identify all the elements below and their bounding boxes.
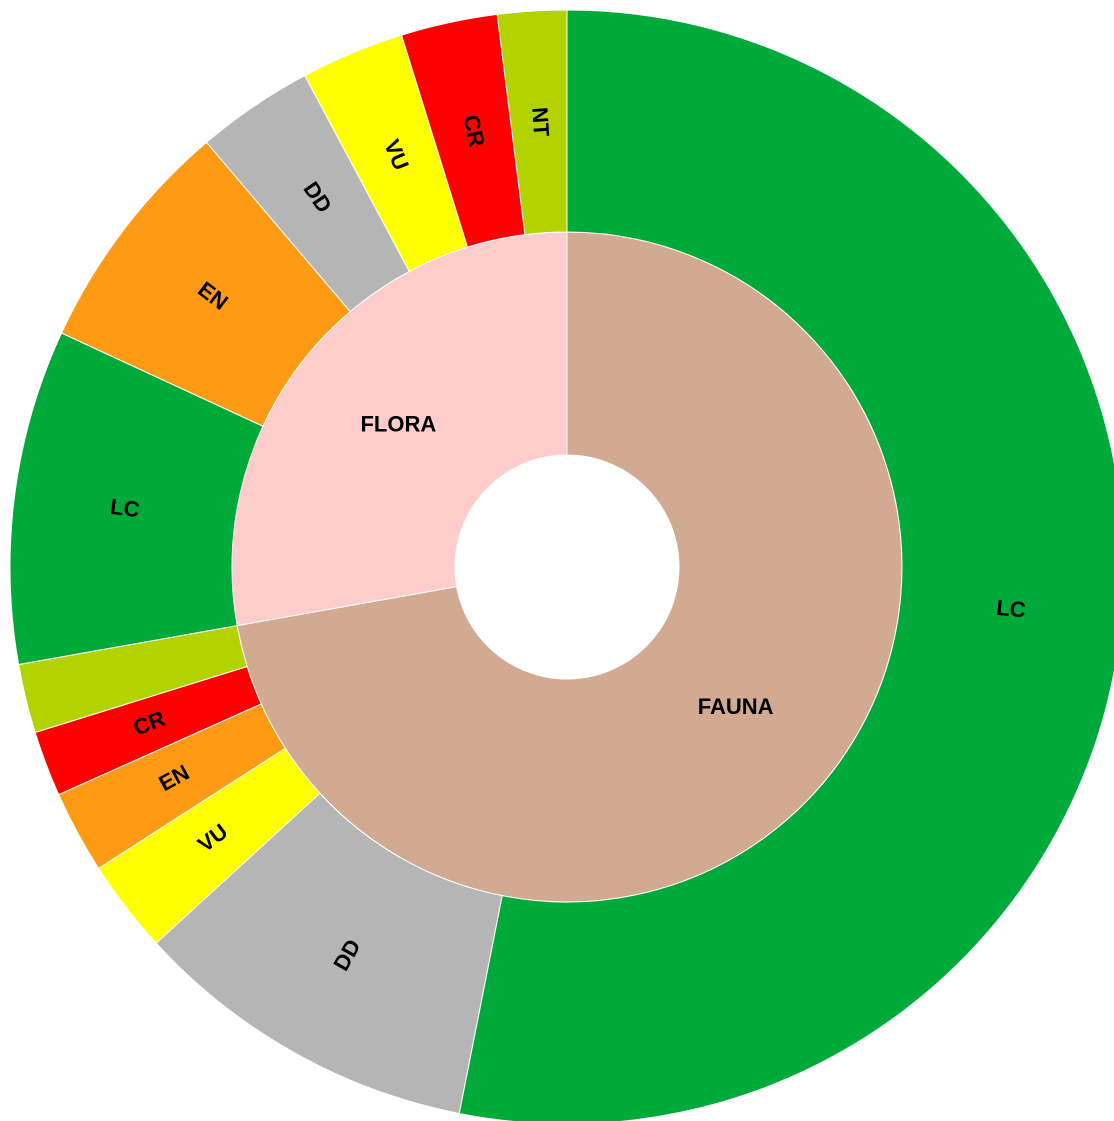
- outer-label: LC: [995, 595, 1027, 623]
- inner-label: FLORA: [360, 412, 436, 437]
- inner-label: FAUNA: [698, 694, 774, 719]
- outer-segment: [496, 9, 568, 236]
- outer-label: LC: [109, 494, 141, 523]
- outer-label: NT: [527, 106, 554, 137]
